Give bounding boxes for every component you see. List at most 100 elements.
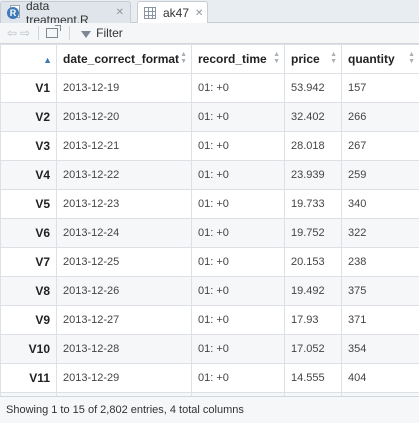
table-row: V9 2013-12-27 01: +0 17.93 371 — [0, 305, 419, 335]
table-cell: 01: +0 — [191, 73, 285, 103]
row-name: V11 — [0, 363, 57, 393]
table-cell: 01: +0 — [191, 305, 285, 335]
table-cell: 28.018 — [284, 131, 342, 161]
sort-icon: ▲ ▼ — [273, 51, 280, 65]
row-name: V3 — [0, 131, 57, 161]
row-name: V9 — [0, 305, 57, 335]
rownames-header[interactable]: ▲ — [0, 44, 57, 74]
column-header-label: price — [291, 52, 320, 66]
table-cell: 53.942 — [284, 73, 342, 103]
data-grid-icon — [144, 6, 158, 20]
table-cell: 2013-12-24 — [56, 218, 192, 248]
table-cell: 19.733 — [284, 189, 342, 219]
table-row: V4 2013-12-22 01: +0 23.939 259 — [0, 160, 419, 190]
funnel-icon — [81, 30, 92, 38]
table-cell: 2013-12-20 — [56, 102, 192, 132]
table-cell: 01: +0 — [191, 334, 285, 364]
editor-tab-bar: R data treatment.R ✕ ak47 ✕ — [0, 0, 419, 27]
table-cell: 01: +0 — [191, 247, 285, 277]
table-row: V122013-12-3001: +013.188520 — [0, 392, 419, 396]
forward-arrow-icon[interactable]: ⇨ — [20, 26, 31, 40]
table-cell: 01: +0 — [191, 363, 285, 393]
table-cell: 32.402 — [284, 102, 342, 132]
filter-label: Filter — [96, 26, 123, 40]
table-row: V8 2013-12-26 01: +0 19.492 375 — [0, 276, 419, 306]
column-header-label: date_correct_format — [63, 52, 180, 66]
table-cell: 238 — [341, 247, 419, 277]
table-cell: 01: +0 — [191, 276, 285, 306]
table-cell: 14.555 — [284, 363, 342, 393]
tab-label: ak47 — [163, 6, 190, 20]
table-row: V10 2013-12-28 01: +0 17.052 354 — [0, 334, 419, 364]
table-cell: 19.752 — [284, 218, 342, 248]
column-header-label: record_time — [198, 52, 267, 66]
data-viewer-toolbar: ⇦ ⇨ Filter — [0, 23, 419, 44]
row-name: V4 — [0, 160, 57, 190]
column-header[interactable]: date_correct_format ▲ ▼ — [56, 44, 192, 74]
table-row: V5 2013-12-23 01: +0 19.733 340 — [0, 189, 419, 219]
table-cell: 2013-12-25 — [56, 247, 192, 277]
r-script-icon: R — [7, 4, 21, 20]
sort-icon: ▲ ▼ — [408, 51, 415, 65]
table-cell: 23.939 — [284, 160, 342, 190]
filter-button[interactable]: Filter — [81, 26, 123, 40]
table-cell: 375 — [341, 276, 419, 306]
tab-data-treatment[interactable]: R data treatment.R ✕ — [0, 0, 131, 27]
table-cell: 2013-12-22 — [56, 160, 192, 190]
column-header[interactable]: record_time ▲ ▼ — [191, 44, 285, 74]
row-name: V2 — [0, 102, 57, 132]
table-cell: 322 — [341, 218, 419, 248]
close-icon[interactable]: ✕ — [115, 7, 124, 18]
table-cell: 2013-12-23 — [56, 189, 192, 219]
back-arrow-icon[interactable]: ⇦ — [7, 26, 18, 40]
table-cell: 17.052 — [284, 334, 342, 364]
table-cell: 01: +0 — [191, 131, 285, 161]
close-icon[interactable]: ✕ — [195, 7, 204, 19]
entries-status: Showing 1 to 15 of 2,802 entries, 4 tota… — [6, 404, 244, 416]
table-cell: 157 — [341, 73, 419, 103]
table-cell: 340 — [341, 189, 419, 219]
column-header[interactable]: quantity ▲ ▼ — [341, 44, 419, 74]
table-cell: 17.93 — [284, 305, 342, 335]
row-name: V1 — [0, 73, 57, 103]
table-cell: 01: +0 — [191, 189, 285, 219]
table-cell: 01: +0 — [191, 218, 285, 248]
table-cell: 20.153 — [284, 247, 342, 277]
row-name: V8 — [0, 276, 57, 306]
table-cell: 2013-12-26 — [56, 276, 192, 306]
sort-ascending-icon: ▲ — [43, 55, 52, 65]
table-cell: 2013-12-21 — [56, 131, 192, 161]
sort-icon: ▲ ▼ — [180, 51, 187, 65]
data-table-container[interactable]: ▲ date_correct_format ▲ ▼ record_time ▲ ▼ pr… — [0, 44, 419, 396]
table-cell: 2013-12-29 — [56, 363, 192, 393]
table-cell: 371 — [341, 305, 419, 335]
table-cell: 2013-12-27 — [56, 305, 192, 335]
tab-ak47[interactable]: ak47 ✕ — [137, 1, 208, 24]
column-header[interactable]: price ▲ ▼ — [284, 44, 342, 74]
toolbar-divider — [69, 26, 71, 40]
table-row: V6 2013-12-24 01: +0 19.752 322 — [0, 218, 419, 248]
table-row: V11 2013-12-29 01: +0 14.555 404 — [0, 363, 419, 393]
table-row: V7 2013-12-25 01: +0 20.153 238 — [0, 247, 419, 277]
popout-window-icon[interactable] — [46, 25, 62, 38]
table-cell: 259 — [341, 160, 419, 190]
table-cell: 19.492 — [284, 276, 342, 306]
table-row: V3 2013-12-21 01: +0 28.018 267 — [0, 131, 419, 161]
table-cell: 01: +0 — [191, 160, 285, 190]
data-table: ▲ date_correct_format ▲ ▼ record_time ▲ ▼ pr… — [0, 44, 419, 396]
table-cell: 266 — [341, 102, 419, 132]
table-cell: 2013-12-19 — [56, 73, 192, 103]
sort-icon: ▲ ▼ — [330, 51, 337, 65]
table-cell: 01: +0 — [191, 102, 285, 132]
table-cell: 267 — [341, 131, 419, 161]
column-header-label: quantity — [348, 52, 395, 66]
table-row: V1 2013-12-19 01: +0 53.942 157 — [0, 73, 419, 103]
table-cell: 404 — [341, 363, 419, 393]
header-row: ▲ date_correct_format ▲ ▼ record_time ▲ ▼ pr… — [0, 44, 419, 74]
row-name: V10 — [0, 334, 57, 364]
row-name: V7 — [0, 247, 57, 277]
row-name: V5 — [0, 189, 57, 219]
row-name: V6 — [0, 218, 57, 248]
table-row: V2 2013-12-20 01: +0 32.402 266 — [0, 102, 419, 132]
table-cell: 354 — [341, 334, 419, 364]
